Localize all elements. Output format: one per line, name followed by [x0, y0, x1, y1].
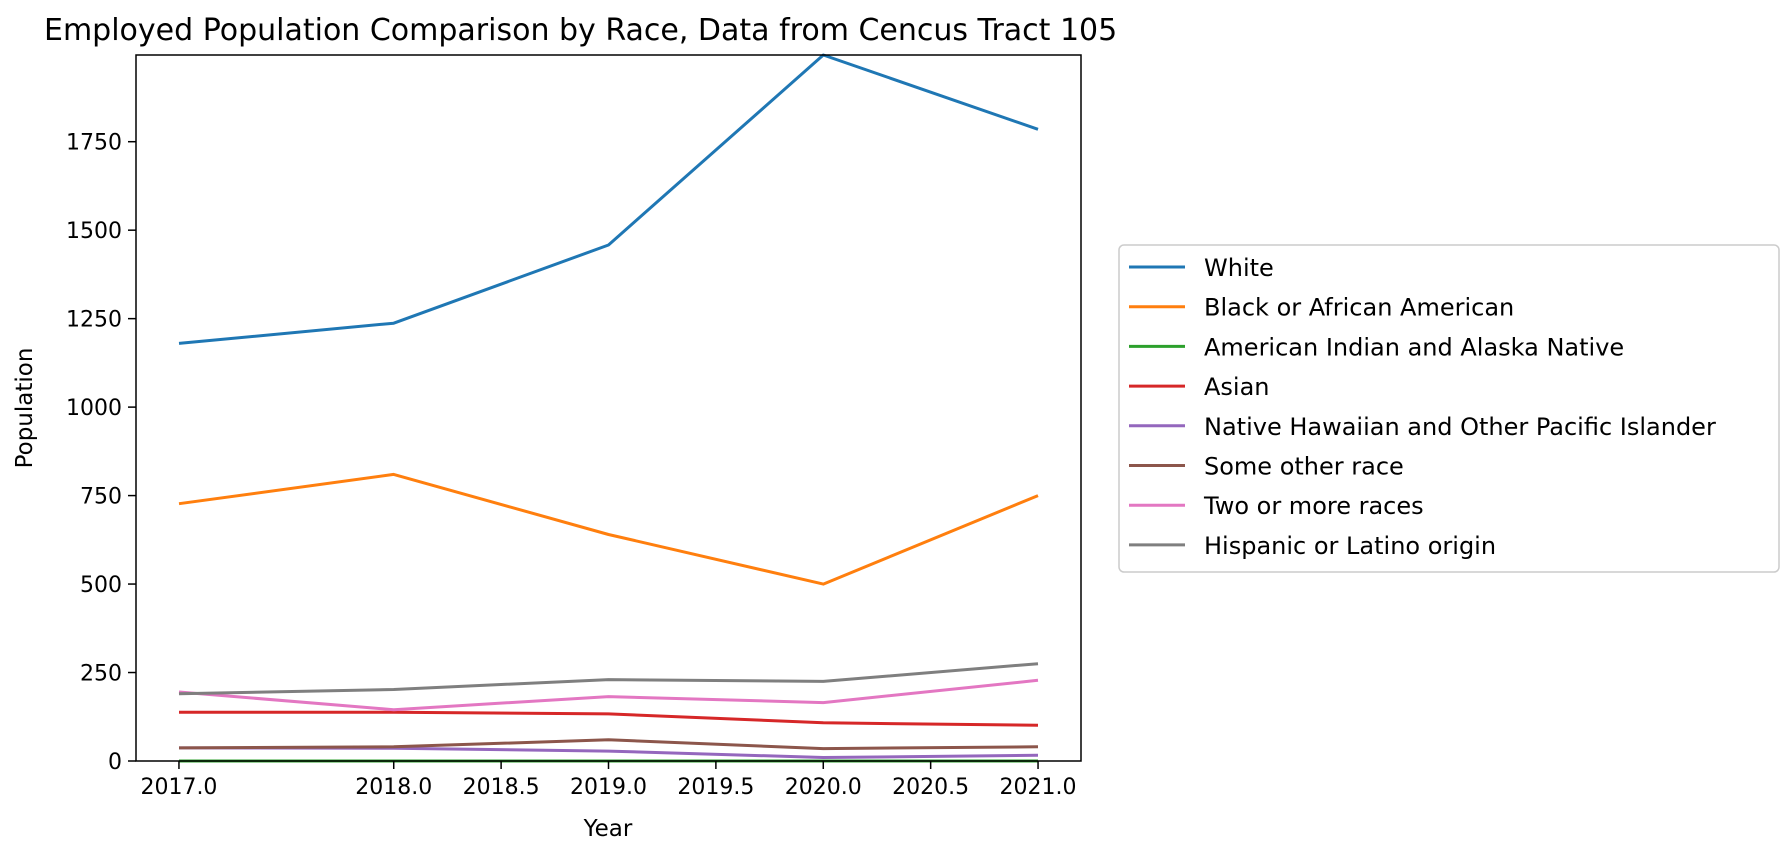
- y-tick-label: 1750: [66, 131, 122, 156]
- legend-label: Hispanic or Latino origin: [1204, 532, 1496, 560]
- x-tick-label: 2020.0: [785, 775, 862, 800]
- x-tick-label: 2020.5: [892, 775, 969, 800]
- y-tick-label: 1250: [66, 308, 122, 333]
- legend-box: [1118, 244, 1780, 573]
- x-tick-label: 2021.0: [1000, 775, 1077, 800]
- x-tick-label: 2019.5: [677, 775, 754, 800]
- x-tick-label: 2019.0: [570, 775, 647, 800]
- series-line-7: [178, 662, 1039, 696]
- x-tick-label: 2017.0: [140, 775, 217, 800]
- y-tick-label: 250: [80, 662, 122, 687]
- legend-label: Two or more races: [1203, 492, 1424, 520]
- legend-label: Native Hawaiian and Other Pacific Island…: [1204, 413, 1716, 441]
- series-line-1: [178, 472, 1039, 586]
- x-axis-label: Year: [583, 816, 633, 842]
- legend-label: White: [1204, 254, 1274, 282]
- plot-frame: [135, 54, 1082, 762]
- y-tick-label: 1500: [66, 219, 122, 244]
- x-axis: 2017.0 2018.0 2018.5 2019.0 2019.5 2020.0 2020…: [140, 761, 1077, 800]
- x-tick-label: 2018.0: [355, 775, 432, 800]
- series-line-5: [178, 738, 1039, 751]
- legend: White Black or African American American I…: [1118, 244, 1780, 573]
- y-tick-label: 750: [80, 485, 122, 510]
- plot-area: [178, 53, 1039, 763]
- y-tick-label: 0: [108, 750, 122, 775]
- series-line-6: [178, 678, 1039, 712]
- y-tick-label: 500: [80, 573, 122, 598]
- legend-label: Black or African American: [1204, 294, 1514, 322]
- y-tick-label: 1000: [66, 396, 122, 421]
- series-line-3: [179, 710, 1039, 727]
- y-axis-label: Population: [12, 348, 38, 469]
- legend-label: Some other race: [1204, 453, 1404, 481]
- series-line-0: [178, 53, 1039, 345]
- legend-label: Asian: [1204, 373, 1270, 401]
- legend-label: American Indian and Alaska Native: [1204, 333, 1624, 361]
- y-axis: 0 250 500 750 1000 1250 1500 1750: [66, 131, 136, 775]
- x-tick-label: 2018.5: [463, 775, 540, 800]
- chart-title: Employed Population Comparison by Race, …: [44, 13, 1117, 48]
